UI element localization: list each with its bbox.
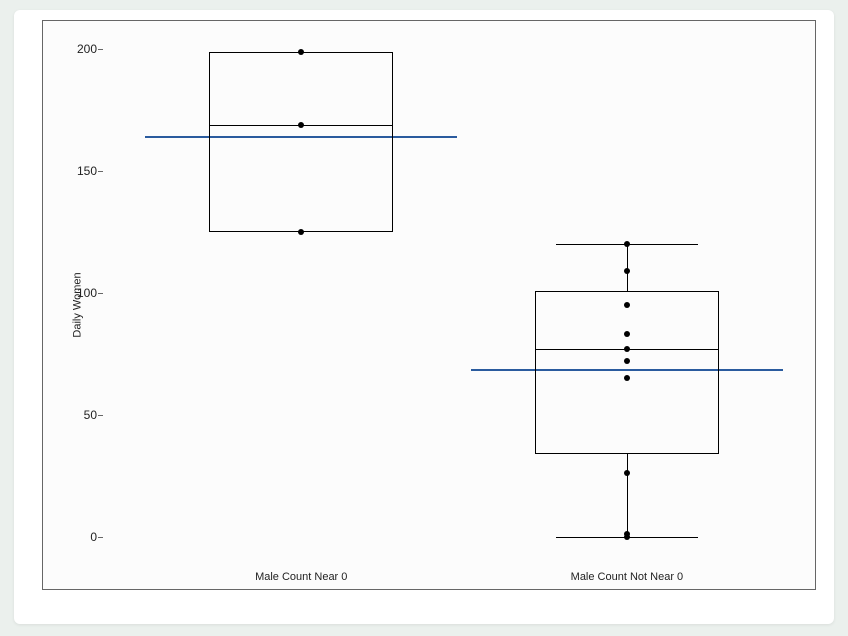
data-point: [298, 122, 304, 128]
data-point: [624, 375, 630, 381]
y-tick-mark: [98, 293, 103, 294]
plot-region: [103, 25, 811, 561]
x-category-label: Male Count Not Near 0: [571, 571, 684, 583]
data-point: [298, 229, 304, 235]
box: [209, 52, 393, 232]
data-point: [624, 358, 630, 364]
data-point: [624, 346, 630, 352]
chart-panel: Daily Women 050100150200Male Count Near …: [14, 10, 834, 624]
x-category-label: Male Count Near 0: [255, 571, 347, 583]
y-tick-mark: [98, 171, 103, 172]
whisker-stem-lower: [627, 454, 628, 537]
y-axis-label: Daily Women: [72, 272, 84, 337]
data-point: [624, 331, 630, 337]
data-point: [624, 302, 630, 308]
chart-frame: Daily Women 050100150200Male Count Near …: [42, 20, 816, 590]
data-point: [298, 49, 304, 55]
y-tick-mark: [98, 415, 103, 416]
data-point: [624, 268, 630, 274]
y-tick-mark: [98, 537, 103, 538]
data-point: [624, 531, 630, 537]
y-tick-mark: [98, 49, 103, 50]
data-point: [624, 241, 630, 247]
data-point: [624, 470, 630, 476]
box: [535, 291, 719, 454]
